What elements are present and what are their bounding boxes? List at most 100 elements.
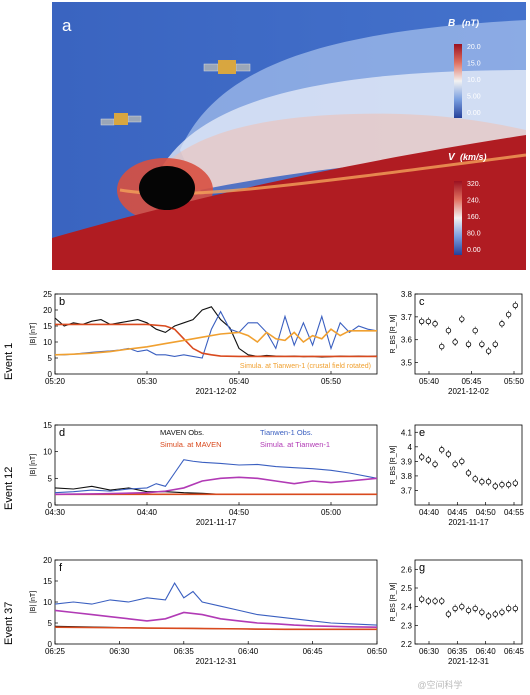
chart-panel-g: 2.2 2.3 2.4 2.5 2.6 06:30 06:35 06:40 06:45 2021-… xyxy=(390,559,525,666)
data-point xyxy=(499,609,505,615)
x-tick-label: 06:30 xyxy=(419,647,440,656)
data-point xyxy=(512,605,519,612)
data-point xyxy=(432,321,438,327)
charts-layer: 0 5 10 15 20 25 05:20 05:30 05:40 05:50 2021-12-02… xyxy=(30,290,525,666)
y-tick-label: 5 xyxy=(48,474,53,483)
x-tick-label: 06:50 xyxy=(367,647,388,656)
y-tick-label: 3.8 xyxy=(401,290,413,299)
x-tick-label: 05:50 xyxy=(504,377,525,386)
colorbar-B: B (nT) 20.0 15.0 10.0 5.00 0.00 xyxy=(448,18,481,118)
panel-label: e xyxy=(419,427,425,439)
y-axis-label: |B| [nT] xyxy=(30,454,37,476)
data-point xyxy=(432,598,438,604)
lower-plane-velocity xyxy=(52,135,526,270)
y-axis-label: R_BS [R_M] xyxy=(390,314,397,353)
y-tick-label: 0 xyxy=(48,501,53,510)
x-tick-label: 05:00 xyxy=(321,508,342,517)
colorbar-tick-label: 0.00 xyxy=(467,110,481,117)
data-point xyxy=(459,603,465,610)
data-point xyxy=(485,479,492,485)
y-tick-label: 3.5 xyxy=(401,359,413,368)
plot-frame xyxy=(54,293,378,375)
y-tick-label: 15 xyxy=(43,421,52,430)
legend-entry: Simula. at MAVEN xyxy=(160,440,222,449)
chart-panel-e: 3.7 3.8 3.9 4 4.1 04:40 04:45 04:50 04:55 2021-11… xyxy=(390,424,525,527)
panel-label: b xyxy=(59,296,65,308)
data-point xyxy=(459,316,465,322)
chart-panel-f: 0 5 10 15 20 06:25 06:30 06:35 06:40 06:45 06:50 20… xyxy=(30,556,388,666)
colorbar-tick-label: 5.00 xyxy=(467,94,481,101)
data-point xyxy=(445,451,452,457)
series-line xyxy=(54,328,377,356)
colorbar-tick-label: 160. xyxy=(467,214,481,221)
x-axis-date-label: 2021-11-17 xyxy=(448,518,489,527)
data-point xyxy=(512,480,519,486)
data-point xyxy=(472,476,478,482)
y-tick-label: 5 xyxy=(48,619,53,628)
y-tick-label: 25 xyxy=(43,290,52,299)
colorbar-tick-label: 80.0 xyxy=(467,231,481,238)
y-axis-label: R_BS [R_M] xyxy=(390,445,397,484)
data-point xyxy=(505,605,512,612)
x-tick-label: 05:40 xyxy=(419,377,440,386)
chart-panel-d: 0 5 10 15 04:30 04:40 04:50 05:00 2021-11-17 |B| … xyxy=(30,421,378,527)
data-point xyxy=(485,348,492,354)
data-point xyxy=(439,598,445,604)
row-label-event-1: Event 1 xyxy=(3,343,15,380)
data-point xyxy=(505,481,512,488)
y-tick-label: 2.4 xyxy=(401,603,413,612)
data-point xyxy=(479,341,485,347)
legend-entry: Tianwen-1 Obs. xyxy=(260,428,313,437)
x-axis-date-label: 2021-12-02 xyxy=(196,387,237,396)
x-tick-label: 04:45 xyxy=(447,508,468,517)
data-point xyxy=(425,598,432,604)
x-tick-label: 06:25 xyxy=(45,647,66,656)
data-point xyxy=(445,611,452,617)
y-tick-label: 10 xyxy=(43,598,52,607)
y-tick-label: 2.6 xyxy=(401,565,413,574)
colorbar-tick-label: 0.00 xyxy=(467,247,481,254)
x-axis-date-label: 2021-12-31 xyxy=(448,657,489,666)
colorbar-V-unit: (km/s) xyxy=(460,152,487,162)
y-tick-label: 0 xyxy=(48,640,53,649)
series-line xyxy=(54,609,378,628)
plot-frame xyxy=(414,559,523,645)
legend-entry: MAVEN Obs. xyxy=(160,428,204,437)
y-tick-label: 0 xyxy=(48,370,53,379)
y-tick-label: 3.8 xyxy=(401,472,413,481)
data-point xyxy=(459,458,465,465)
y-tick-label: 2.5 xyxy=(401,584,413,593)
x-tick-label: 04:50 xyxy=(476,508,497,517)
x-axis-date-label: 2021-12-02 xyxy=(448,387,489,396)
series-line xyxy=(54,626,377,631)
x-tick-label: 06:45 xyxy=(504,647,525,656)
wake-tail-region xyxy=(150,113,526,195)
plot-frame xyxy=(54,424,378,506)
y-axis-label: |B| [nT] xyxy=(30,591,37,613)
y-tick-label: 10 xyxy=(43,448,52,457)
panel-label: g xyxy=(419,562,425,574)
x-tick-label: 06:30 xyxy=(109,647,130,656)
data-point xyxy=(472,327,478,334)
y-tick-label: 3.7 xyxy=(401,313,413,322)
data-point xyxy=(492,483,498,489)
panel-a-label: a xyxy=(62,16,72,35)
panel-label: f xyxy=(59,562,63,574)
y-tick-label: 15 xyxy=(43,577,52,586)
colorbar-V: V (km/s) 320. 240. 160. 80.0 0.00 xyxy=(448,152,487,255)
colorbar-tick-label: 20.0 xyxy=(467,44,481,51)
y-tick-label: 15 xyxy=(43,322,52,331)
y-tick-label: 20 xyxy=(43,306,52,315)
data-point xyxy=(479,609,485,615)
x-tick-label: 06:45 xyxy=(303,647,324,656)
x-axis-date-label: 2021-12-31 xyxy=(196,657,237,666)
series-line xyxy=(54,459,378,494)
colorbar-B-unit: (nT) xyxy=(462,18,479,28)
data-point xyxy=(512,302,519,309)
x-tick-label: 04:40 xyxy=(137,508,158,517)
colorbar-B-symbol: B xyxy=(448,18,455,29)
x-tick-label: 06:35 xyxy=(174,647,195,656)
y-tick-label: 3.7 xyxy=(401,486,413,495)
mars-body xyxy=(139,166,195,210)
